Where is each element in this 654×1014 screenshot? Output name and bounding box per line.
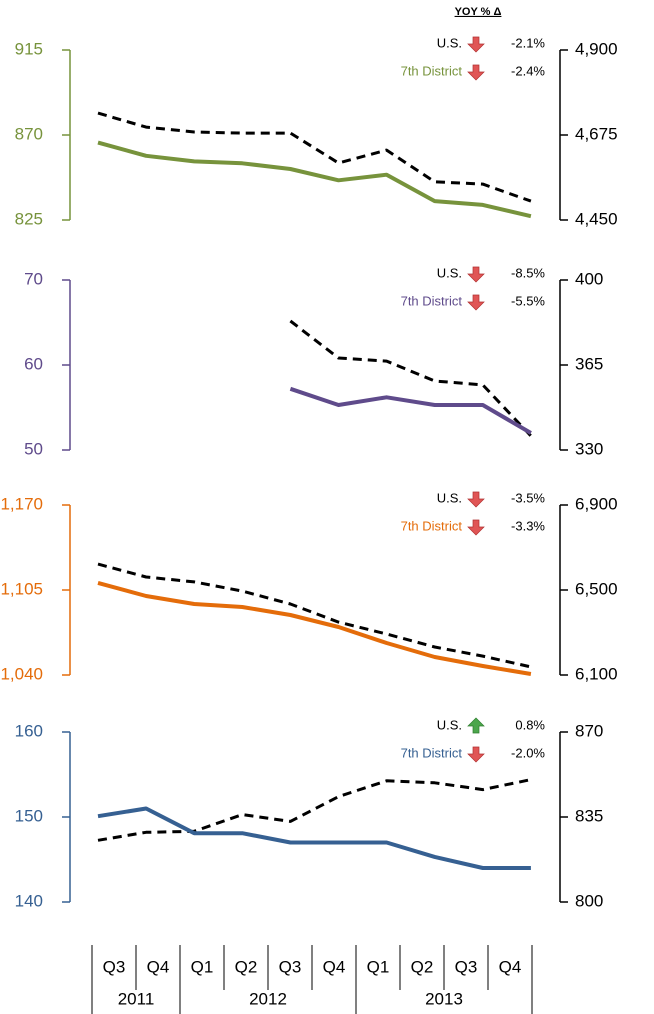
y-tick-label: 915 — [15, 39, 43, 58]
y-tick-label: 1,040 — [0, 664, 43, 683]
series-line — [97, 111, 532, 203]
yoy-name: U.S. — [437, 717, 462, 732]
x-tick-label: Q4 — [147, 957, 170, 976]
y2-tick-label: 4,675 — [575, 124, 618, 143]
series-line — [97, 778, 532, 842]
y2-tick-label: 800 — [575, 891, 603, 910]
x-tick-label: Q4 — [499, 957, 522, 976]
yoy-value: -2.1% — [511, 35, 545, 50]
yoy-arrow — [467, 491, 485, 508]
y2-tick-label: 835 — [575, 806, 603, 825]
x-group-label: 2013 — [425, 989, 463, 1008]
x-tick-label: Q4 — [323, 957, 346, 976]
series-line — [289, 319, 532, 437]
yoy-value: -3.3% — [511, 518, 545, 533]
y-tick-label: 140 — [15, 891, 43, 910]
yoy-arrow — [467, 717, 485, 734]
y-tick-label: 825 — [15, 209, 43, 228]
y-tick-label: 870 — [15, 124, 43, 143]
yoy-value: -8.5% — [511, 265, 545, 280]
y2-tick-label: 6,100 — [575, 664, 618, 683]
series-line — [97, 580, 532, 676]
yoy-name: 7th District — [401, 518, 463, 533]
y2-tick-label: 870 — [575, 721, 603, 740]
yoy-value: -2.0% — [511, 745, 545, 760]
series-line — [289, 386, 532, 435]
yoy-arrow — [467, 266, 485, 283]
yoy-arrow — [467, 36, 485, 53]
yoy-arrow — [467, 746, 485, 763]
yoy-name: U.S. — [437, 35, 462, 50]
x-tick-label: Q3 — [455, 957, 478, 976]
x-tick-label: Q1 — [367, 957, 390, 976]
series-line — [97, 140, 532, 219]
yoy-arrow — [467, 519, 485, 536]
y-tick-label: 50 — [24, 439, 43, 458]
yoy-arrow — [467, 64, 485, 81]
yoy-name: 7th District — [401, 293, 463, 308]
y2-tick-label: 400 — [575, 269, 603, 288]
x-tick-label: Q2 — [235, 957, 258, 976]
series-line — [97, 562, 532, 669]
yoy-name: U.S. — [437, 265, 462, 280]
yoy-header: YOY % Δ — [455, 6, 502, 18]
y-tick-label: 160 — [15, 721, 43, 740]
y2-tick-label: 6,500 — [575, 579, 618, 598]
y-tick-label: 1,170 — [0, 494, 43, 513]
x-tick-label: Q2 — [411, 957, 434, 976]
x-tick-label: Q3 — [103, 957, 126, 976]
yoy-value: -2.4% — [511, 63, 545, 78]
yoy-value: -3.5% — [511, 490, 545, 505]
yoy-value: -5.5% — [511, 293, 545, 308]
yoy-name: U.S. — [437, 490, 462, 505]
yoy-value: 0.8% — [515, 717, 545, 732]
yoy-arrow — [467, 294, 485, 311]
x-group-label: 2011 — [118, 989, 155, 1008]
y-tick-label: 1,105 — [0, 579, 43, 598]
y2-tick-label: 4,900 — [575, 39, 618, 58]
y-tick-label: 150 — [15, 806, 43, 825]
y-tick-label: 60 — [24, 354, 43, 373]
y2-tick-label: 330 — [575, 439, 603, 458]
x-tick-label: Q3 — [279, 957, 302, 976]
x-tick-label: Q1 — [191, 957, 214, 976]
yoy-name: 7th District — [401, 745, 463, 760]
yoy-name: 7th District — [401, 63, 463, 78]
y2-tick-label: 6,900 — [575, 494, 618, 513]
y2-tick-label: 365 — [575, 354, 603, 373]
y2-tick-label: 4,450 — [575, 209, 618, 228]
series-line — [97, 806, 531, 870]
y-tick-label: 70 — [24, 269, 43, 288]
x-group-label: 2012 — [249, 989, 287, 1008]
